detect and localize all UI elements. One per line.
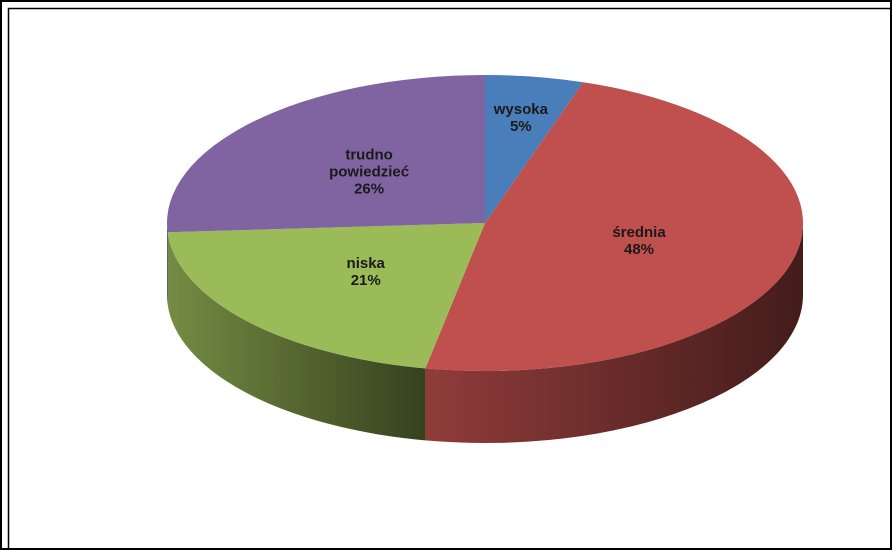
slice-side [425, 223, 803, 444]
slice [167, 75, 485, 233]
category-label: wysoka [493, 100, 548, 118]
data-label: wysoka 5% [494, 101, 548, 135]
slice-side [167, 232, 426, 441]
category-label: niska [346, 254, 385, 272]
data-label: niska 21% [347, 255, 385, 289]
data-label: średnia 48% [612, 224, 665, 258]
value-label: 21% [350, 271, 381, 289]
slice [485, 75, 584, 223]
slice-side [167, 223, 168, 305]
value-label: 5% [509, 117, 532, 135]
slice [425, 82, 803, 371]
value-label: 26% [354, 180, 385, 198]
category-label: średnia [612, 224, 666, 242]
slice [167, 223, 485, 369]
category-label: trudno powiedzieć [329, 146, 410, 181]
data-label: trudno powiedzieć 26% [309, 147, 429, 198]
inner-frame [7, 7, 892, 550]
value-label: 48% [623, 241, 655, 259]
